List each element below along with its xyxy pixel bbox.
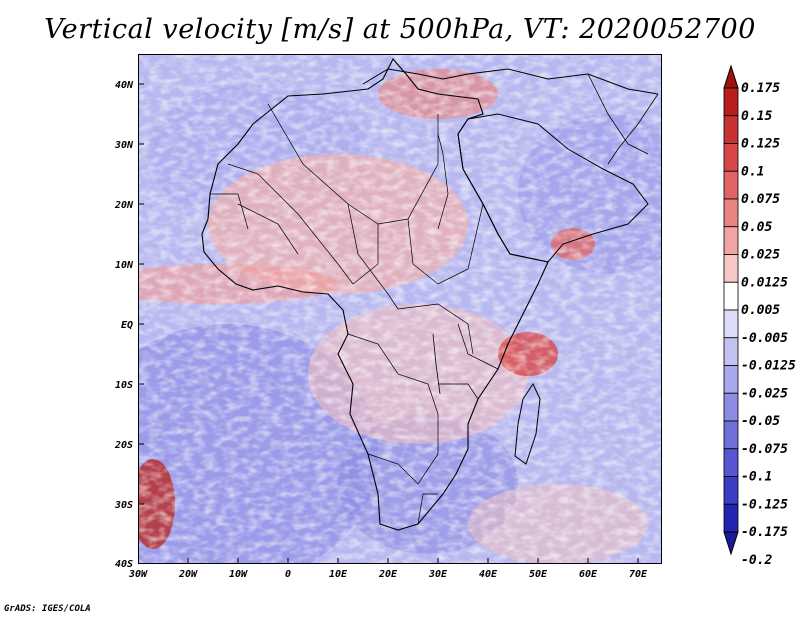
colorbar-bin — [723, 170, 739, 200]
colorbar-label: 0.025 — [741, 248, 780, 263]
colorbar-bin — [723, 281, 739, 311]
colorbar-bin — [723, 143, 739, 172]
colorbar-bin — [723, 198, 739, 228]
colorbar-label: 0.0125 — [741, 275, 788, 290]
colorbar-label: -0.0125 — [741, 359, 796, 374]
arabia-coastline — [457, 113, 649, 263]
lon-tick-label: 60E — [579, 569, 598, 580]
colorbar-label: -0.175 — [741, 525, 788, 540]
map-frame — [138, 54, 662, 564]
colorbar-bin — [723, 337, 739, 366]
credit-text: GrADS: IGES/COLA — [4, 604, 91, 614]
colorbar-bin — [723, 476, 739, 505]
lat-tick-label: 40N — [115, 80, 134, 91]
colorbar-label: 0.1 — [741, 164, 764, 179]
colorbar-label: -0.025 — [741, 386, 788, 401]
colorbar-bin — [723, 87, 739, 117]
europe-asia-coastline — [362, 68, 659, 95]
nile-river — [437, 133, 449, 230]
colorbar-label: 0.175 — [741, 81, 780, 96]
lon-tick-label: 70E — [629, 569, 648, 580]
colorbar-bin — [723, 309, 739, 339]
lat-tick-label: EQ — [121, 320, 133, 331]
lon-tick-label: 40E — [479, 569, 498, 580]
colorbar-bin — [723, 448, 739, 477]
madagascar-coastline — [514, 382, 541, 465]
colorbar-label: -0.2 — [741, 553, 772, 568]
lat-tick-label: 30S — [114, 500, 133, 511]
colorbar-label: -0.005 — [741, 331, 788, 346]
colorbar-label: -0.1 — [741, 470, 772, 485]
colorbar-label: 0.005 — [741, 303, 780, 318]
lat-tick-label: 20N — [114, 200, 134, 211]
colorbar-bin — [723, 420, 739, 450]
lat-tick-label: 10N — [115, 260, 134, 271]
lat-tick-label: 30N — [114, 140, 134, 151]
lat-tick-label: 40S — [115, 559, 133, 570]
lon-tick-label: 0 — [285, 569, 291, 580]
colorbar-label: 0.125 — [741, 137, 780, 152]
map-panel — [138, 54, 662, 564]
colorbar-bin — [723, 115, 739, 144]
colorbar-label: 0.15 — [741, 109, 772, 124]
colorbar-bin — [723, 365, 739, 394]
colorbar-max-triangle — [723, 64, 739, 89]
colorbar-label: 0.075 — [741, 192, 780, 207]
colorbar-bin — [723, 226, 739, 255]
colorbar-label: 0.05 — [741, 220, 772, 235]
map-svg — [138, 54, 662, 564]
lon-tick-label: 20E — [378, 569, 398, 580]
colorbar-bin — [723, 392, 739, 422]
lat-tick-label: 20S — [114, 440, 133, 451]
great-lakes — [432, 333, 441, 395]
colorbar-min-triangle — [723, 531, 739, 556]
asia-borders — [587, 73, 659, 165]
colorbar-label: -0.125 — [741, 497, 788, 512]
lon-tick-label: 10E — [329, 569, 348, 580]
lat-tick-label: 10S — [115, 380, 133, 391]
lon-tick-label: 20W — [178, 569, 198, 580]
colorbar-bin — [723, 254, 739, 283]
chart-title: Vertical velocity [m/s] at 500hPa, VT: 2… — [44, 14, 756, 45]
colorbar-bin — [723, 503, 739, 533]
colorbar-label: -0.075 — [741, 442, 788, 457]
lon-tick-label: 50E — [529, 569, 548, 580]
lon-tick-label: 30E — [428, 569, 448, 580]
colorbar-label: -0.05 — [741, 414, 780, 429]
lon-tick-label: 30W — [128, 569, 148, 580]
lon-tick-label: 10W — [229, 569, 248, 580]
country-borders — [210, 103, 499, 525]
